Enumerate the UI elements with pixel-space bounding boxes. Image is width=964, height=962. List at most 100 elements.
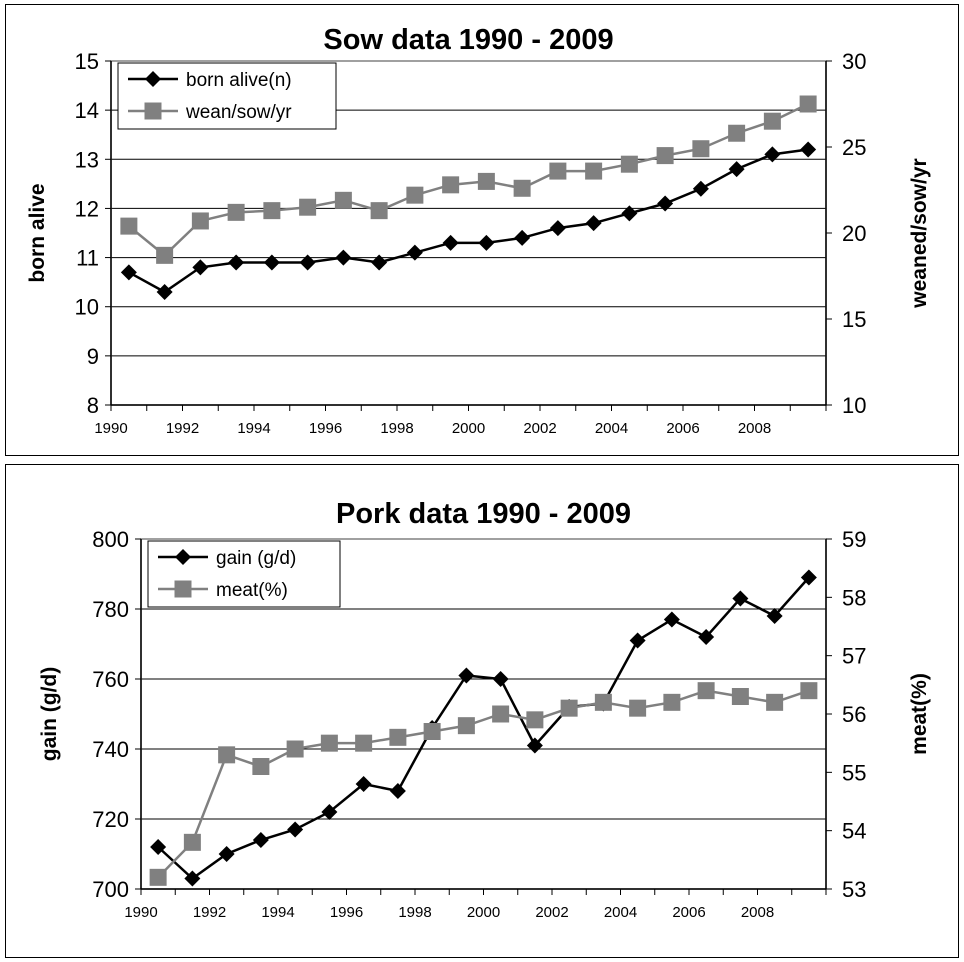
data-point xyxy=(731,688,749,705)
data-point xyxy=(620,155,638,173)
data-point xyxy=(442,176,460,194)
data-point xyxy=(299,254,316,271)
data-point xyxy=(218,746,236,764)
data-point xyxy=(457,717,475,735)
data-point xyxy=(477,172,495,190)
data-point xyxy=(663,611,680,628)
data-point xyxy=(526,711,544,729)
x-tick-label: 1990 xyxy=(94,420,127,437)
x-tick-label: 2008 xyxy=(738,420,771,437)
data-point xyxy=(492,705,510,723)
legend-label: born alive(n) xyxy=(186,70,292,91)
x-tick-label: 2004 xyxy=(595,420,628,437)
data-point xyxy=(766,693,784,711)
legend-marker xyxy=(145,71,161,87)
y-tick-label: 780 xyxy=(92,597,129,622)
pork-chart-panel: Pork data 1990 - 2009 700 720 740 760 780 800 5… xyxy=(5,464,959,958)
data-point xyxy=(252,758,270,775)
y-tick-label: 13 xyxy=(75,147,99,172)
data-point xyxy=(763,112,781,130)
data-point xyxy=(423,723,441,740)
data-point xyxy=(334,191,352,209)
data-point xyxy=(149,868,167,886)
x-tick-label: 2008 xyxy=(741,904,774,921)
x-tick-label: 1994 xyxy=(261,904,294,921)
y-tick-label: 8 xyxy=(87,393,99,418)
data-point xyxy=(370,202,388,220)
data-point xyxy=(286,740,304,758)
data-point xyxy=(355,776,372,792)
data-point xyxy=(732,590,749,607)
y2-tick-label: 57 xyxy=(842,644,866,669)
data-point xyxy=(560,699,578,717)
y2-tick-label: 53 xyxy=(842,877,866,902)
y-tick-label: 760 xyxy=(92,667,129,692)
data-point xyxy=(549,220,566,237)
data-point xyxy=(321,804,338,820)
y2-axis-label: meat(%) xyxy=(908,673,931,755)
data-point xyxy=(406,186,424,204)
data-point xyxy=(698,629,715,645)
y2-axis-label: weaned/sow/yr xyxy=(908,158,931,308)
y2-tick-label: 56 xyxy=(842,702,866,727)
x-tick-label: 1992 xyxy=(166,420,199,437)
legend-label: wean/sow/yr xyxy=(185,102,292,123)
y-tick-label: 11 xyxy=(76,246,99,271)
data-point xyxy=(800,569,817,586)
y-tick-label: 14 xyxy=(75,98,99,123)
data-point xyxy=(389,783,406,799)
y-axis-label: gain (g/d) xyxy=(38,667,61,761)
data-point xyxy=(156,246,174,264)
series-line xyxy=(157,576,810,881)
x-tick-label: 1994 xyxy=(237,420,270,437)
data-point xyxy=(492,671,509,687)
pork-chart: Pork data 1990 - 2009 700 720 740 760 780 800 5… xyxy=(38,498,931,921)
y-tick-label: 10 xyxy=(75,295,99,320)
y-axis-label: born alive xyxy=(26,183,49,282)
x-tick-label: 2004 xyxy=(604,904,637,921)
data-point xyxy=(442,234,459,251)
series-diamond xyxy=(150,569,817,887)
data-point xyxy=(156,283,173,300)
series-square xyxy=(120,95,817,264)
x-tick-label: 2000 xyxy=(452,420,485,437)
data-point xyxy=(728,124,746,142)
y2-tick-label: 54 xyxy=(842,819,866,844)
data-point xyxy=(657,195,674,212)
data-point xyxy=(263,202,281,220)
y2-tick-label: 25 xyxy=(842,135,866,160)
data-point xyxy=(800,141,817,158)
sow-chart: Sow data 1990 - 2009 8 9 10 11 12 13 14 15 10 15 20… xyxy=(26,24,931,437)
data-point xyxy=(120,217,138,235)
y2-tick-label: 15 xyxy=(842,307,866,332)
data-point xyxy=(692,180,709,197)
y-tick-label: 800 xyxy=(92,527,129,552)
y2-tick-label: 20 xyxy=(842,221,866,246)
data-point xyxy=(478,234,495,251)
y-tick-label: 15 xyxy=(75,49,99,74)
legend-marker xyxy=(174,580,192,598)
data-point xyxy=(252,832,269,848)
data-point xyxy=(228,254,245,271)
x-tick-label: 1996 xyxy=(330,904,363,921)
y2-tick-label: 59 xyxy=(842,527,866,552)
x-tick-label: 2002 xyxy=(523,420,556,437)
y2-tick-label: 30 xyxy=(842,49,866,74)
data-point xyxy=(371,254,388,271)
data-point xyxy=(549,162,567,180)
series-diamond xyxy=(120,141,817,300)
data-point xyxy=(656,147,674,165)
data-point xyxy=(120,264,137,281)
data-point xyxy=(191,212,209,230)
data-point xyxy=(697,682,715,700)
data-point xyxy=(389,728,407,746)
data-point xyxy=(594,693,612,711)
y2-tick-label: 58 xyxy=(842,585,866,610)
data-point xyxy=(799,95,817,113)
legend-label: gain (g/d) xyxy=(216,548,296,569)
y-tick-label: 12 xyxy=(75,196,99,221)
data-point xyxy=(299,198,317,216)
legend: born alive(n) wean/sow/yr xyxy=(117,62,337,130)
x-tick-label: 1996 xyxy=(309,420,342,437)
data-point xyxy=(320,734,338,752)
